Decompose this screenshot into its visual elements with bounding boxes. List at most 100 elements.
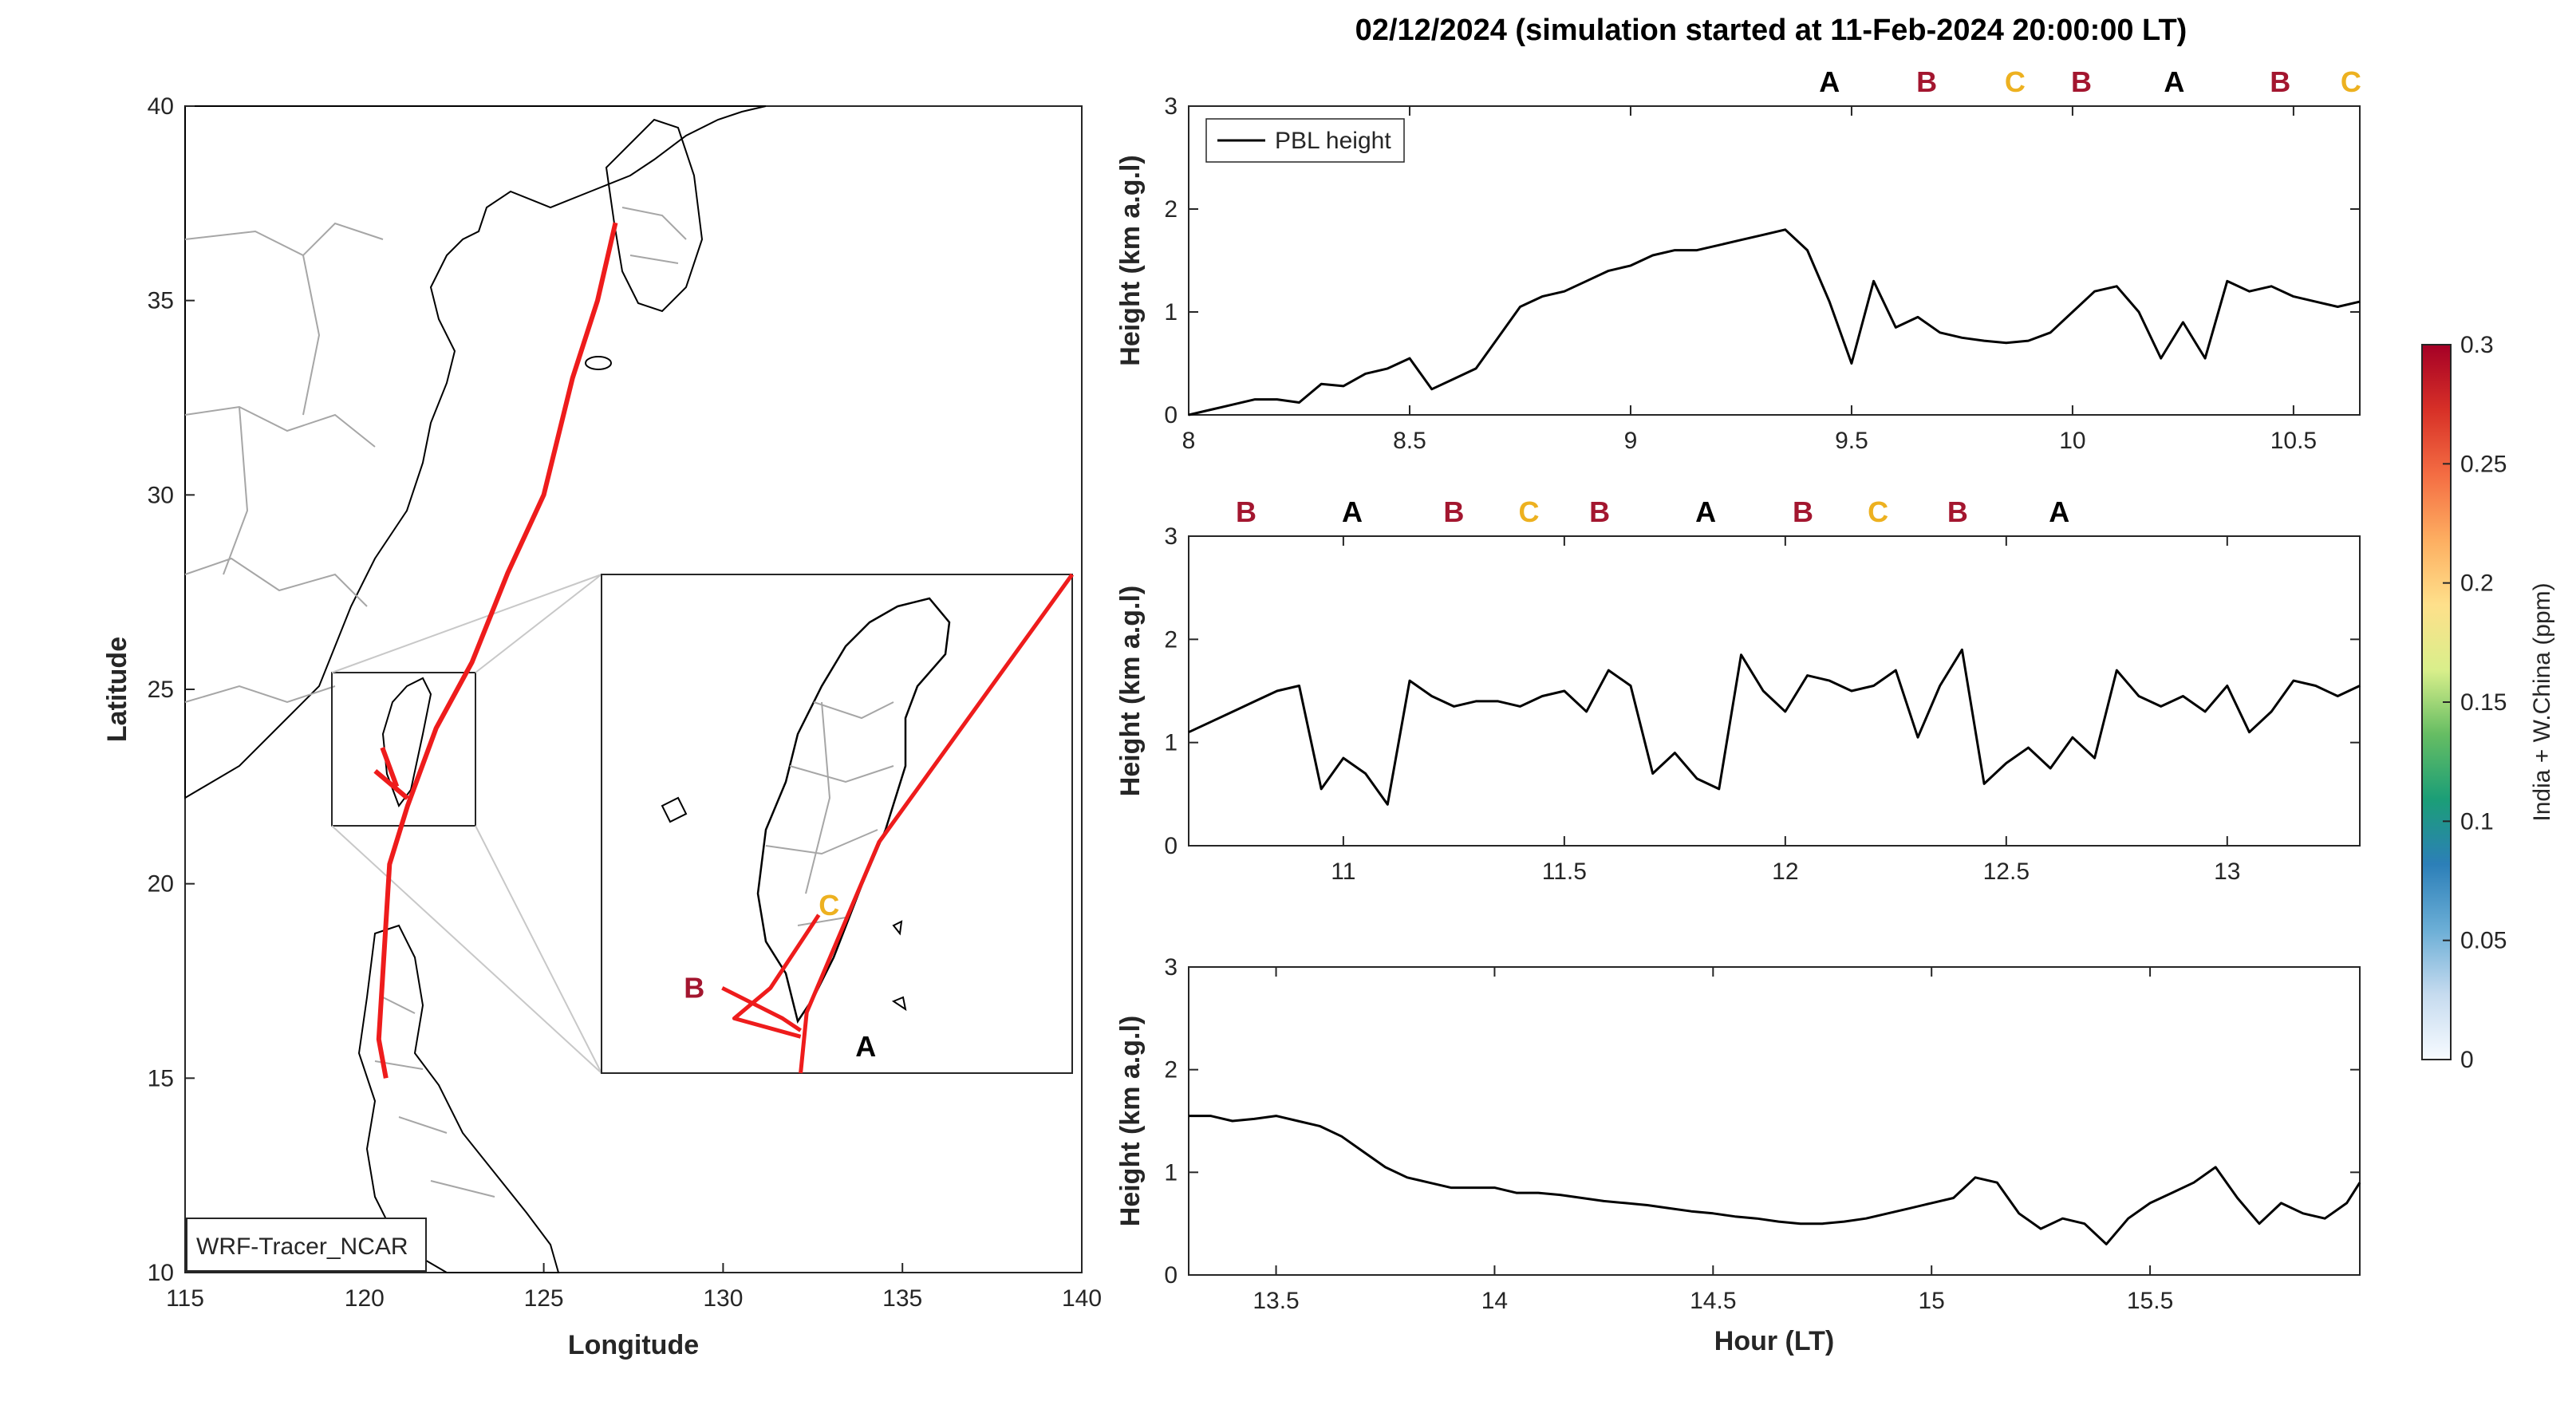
- x-tick-label: 13: [2214, 858, 2240, 885]
- segment-label-a: A: [2049, 495, 2069, 528]
- colorbar-tick-label: 0.25: [2460, 451, 2507, 477]
- x-tick-label: 8: [1182, 428, 1196, 454]
- panel-axes-box: [1188, 535, 2361, 847]
- colorbar-tick-label: 0.1: [2460, 808, 2494, 835]
- y-tick-label: 3: [1164, 93, 1178, 120]
- colorbar-tick-label: 0.15: [2460, 689, 2507, 716]
- y-tick-label: 0: [1164, 1262, 1178, 1289]
- y-tick-label: 3: [1164, 954, 1178, 981]
- x-tick-label: 11.5: [1542, 858, 1587, 885]
- x-tick-label: 15: [1919, 1288, 1945, 1314]
- y-tick-label: 2: [1164, 626, 1178, 653]
- x-tick-label: 14: [1481, 1288, 1508, 1314]
- panel-axes-box: [1188, 966, 2361, 1276]
- x-tick-label: 10: [2059, 428, 2085, 454]
- colorbar-tick-label: 0: [2460, 1047, 2474, 1073]
- map-x-tick-label: 135: [882, 1285, 922, 1312]
- map-y-tick-label: 35: [148, 288, 174, 314]
- map-x-tick-label: 115: [166, 1285, 204, 1312]
- y-axis-label: Height (km a.g.l): [1115, 1016, 1146, 1226]
- colorbar-ticks: 0 0.05 0.1 0.15 0.2 0.25 0.3: [2443, 332, 2507, 1073]
- colorbar: 0 0.05 0.1 0.15 0.2 0.25 0.3 India + W.China (…: [2421, 332, 2555, 1073]
- inset-marker-b: B: [684, 971, 704, 1004]
- map-x-tick-label: 120: [345, 1285, 385, 1312]
- inset-marker-a: A: [855, 1030, 876, 1063]
- model-label-box: [186, 1218, 427, 1272]
- segment-label-a: A: [1342, 495, 1363, 528]
- map-y-tick-label: 10: [148, 1260, 174, 1286]
- segment-label-b: B: [1589, 495, 1610, 528]
- segment-label-b: B: [2071, 65, 2092, 98]
- pbl-height-line: [1188, 648, 2361, 806]
- map-y-tick-label: 15: [148, 1065, 174, 1091]
- y-tick-label: 1: [1164, 299, 1178, 326]
- map-x-tick-label: 125: [524, 1285, 564, 1312]
- map-x-ticks: 115 120 125 130 135 140: [166, 1263, 1102, 1312]
- y-tick-label: 2: [1164, 196, 1178, 223]
- segment-label-b: B: [2270, 65, 2290, 98]
- segment-label-c: C: [2005, 65, 2026, 98]
- segment-label-b: B: [1793, 495, 1813, 528]
- inset-map-box: [601, 574, 1073, 1074]
- figure-title: 02/12/2024 (simulation started at 11-Feb…: [1355, 14, 2187, 47]
- segment-label-b: B: [1443, 495, 1464, 528]
- y-tick-label: 1: [1164, 730, 1178, 756]
- pbl-panel-1: 8 8.5 9 9.5 10 10.5 0 1 2 3 Height (km a.g.l) A B C B A…: [1115, 65, 2361, 454]
- map-y-label: Latitude: [102, 637, 132, 742]
- y-tick-label: 3: [1164, 523, 1178, 550]
- colorbar-tick-label: 0.05: [2460, 928, 2507, 954]
- map-x-tick-label: 130: [703, 1285, 743, 1312]
- inset-marker-c: C: [819, 889, 839, 922]
- inset-trajectory-line: [721, 573, 1075, 1074]
- x-tick-label: 9.5: [1835, 428, 1868, 454]
- map-coastlines: [184, 105, 767, 1273]
- segment-label-c: C: [2341, 65, 2361, 98]
- legend-label: PBL height: [1275, 128, 1391, 154]
- y-tick-label: 0: [1164, 833, 1178, 859]
- segment-label-c: C: [1868, 495, 1888, 528]
- inset-taiwan: [661, 597, 951, 1024]
- map-x-label: Longitude: [568, 1330, 699, 1360]
- x-tick-label: 13.5: [1252, 1288, 1299, 1314]
- x-tick-label: 14.5: [1690, 1288, 1736, 1314]
- colorbar-tick-label: 0.3: [2460, 332, 2494, 358]
- map-y-ticks: 10 15 20 25 30 35 40: [148, 93, 195, 1286]
- colorbar-tick-label: 0.2: [2460, 570, 2494, 597]
- segment-label-c: C: [1519, 495, 1540, 528]
- x-tick-label: 9: [1624, 428, 1638, 454]
- pbl-height-line: [1188, 228, 2361, 416]
- colorbar-label: India + W.China (ppm): [2529, 582, 2555, 821]
- x-axis-label: Hour (LT): [1714, 1326, 1834, 1356]
- map-panel: C B A 115 120 125 130 135 140 10 15 20 25 30 35 40 Lo…: [102, 93, 1102, 1360]
- pbl-height-line: [1189, 1115, 2361, 1245]
- x-tick-label: 12.5: [1983, 858, 2030, 885]
- y-tick-label: 0: [1164, 402, 1178, 428]
- x-tick-label: 8.5: [1393, 428, 1426, 454]
- segment-label-a: A: [1819, 65, 1840, 98]
- y-axis-label: Height (km a.g.l): [1115, 586, 1146, 796]
- map-y-tick-label: 40: [148, 93, 174, 120]
- segment-label-a: A: [1695, 495, 1716, 528]
- segment-label-b: B: [1947, 495, 1968, 528]
- x-tick-label: 12: [1772, 858, 1798, 885]
- map-y-tick-label: 30: [148, 482, 174, 508]
- y-axis-label: Height (km a.g.l): [1115, 155, 1146, 365]
- segment-label-b: B: [1916, 65, 1937, 98]
- trajectory-line: [373, 222, 618, 1079]
- inset-markers: C B A: [684, 889, 876, 1063]
- segment-label-a: A: [2164, 65, 2184, 98]
- map-y-tick-label: 25: [148, 677, 174, 703]
- y-tick-label: 1: [1164, 1159, 1178, 1186]
- x-tick-label: 11: [1331, 858, 1355, 885]
- map-y-tick-label: 20: [148, 871, 174, 898]
- model-label: WRF-Tracer_NCAR: [196, 1233, 408, 1260]
- segment-label-b: B: [1236, 495, 1256, 528]
- y-tick-label: 2: [1164, 1057, 1178, 1083]
- pbl-panel-3: 13.5 14 14.5 15 15.5 0 1 2 3 Height (km a.g.l) Hou…: [1115, 954, 2361, 1356]
- map-x-tick-label: 140: [1062, 1285, 1102, 1312]
- x-tick-label: 15.5: [2127, 1288, 2173, 1314]
- x-tick-label: 10.5: [2270, 428, 2317, 454]
- inset-connectors: [331, 574, 602, 1074]
